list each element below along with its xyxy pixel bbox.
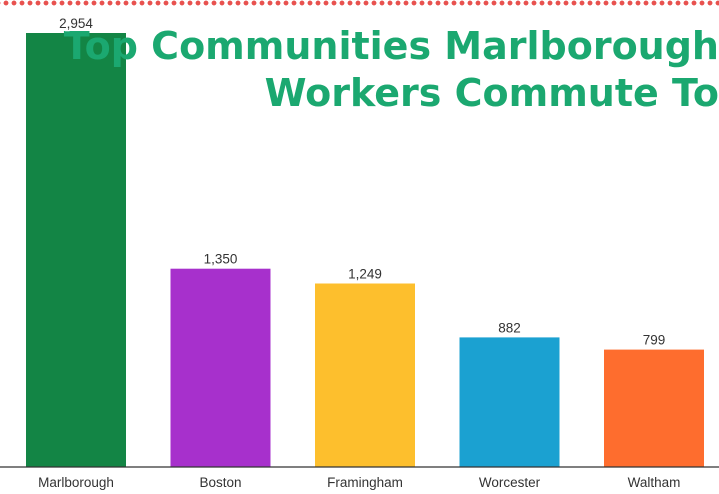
value-label-framingham: 1,249	[348, 267, 382, 282]
value-label-marlborough: 2,954	[59, 16, 93, 31]
bar-waltham	[604, 349, 704, 467]
chart-title: Top Communities Marlborough Workers Comm…	[64, 24, 719, 115]
bars-layer	[26, 33, 704, 467]
chart-title-line-2: Workers Commute To	[265, 71, 719, 115]
value-label-boston: 1,350	[204, 252, 238, 267]
category-label-worcester: Worcester	[479, 475, 541, 490]
value-label-worcester: 882	[498, 320, 521, 335]
category-label-marlborough: Marlborough	[38, 475, 114, 490]
chart-title-line-1: Top Communities Marlborough	[64, 24, 719, 68]
dotted-top-border	[0, 0, 719, 6]
value-label-waltham: 799	[643, 333, 666, 348]
bar-worcester	[459, 337, 560, 467]
category-label-framingham: Framingham	[327, 475, 403, 490]
labels-layer: 2,954 Marlborough 1,350 Boston 1,249 Framingh…	[38, 15, 681, 491]
bar-boston	[170, 268, 271, 467]
bar-framingham	[315, 283, 415, 467]
category-label-boston: Boston	[199, 475, 241, 490]
bar-marlborough	[26, 33, 126, 467]
category-label-waltham: Waltham	[628, 475, 681, 490]
